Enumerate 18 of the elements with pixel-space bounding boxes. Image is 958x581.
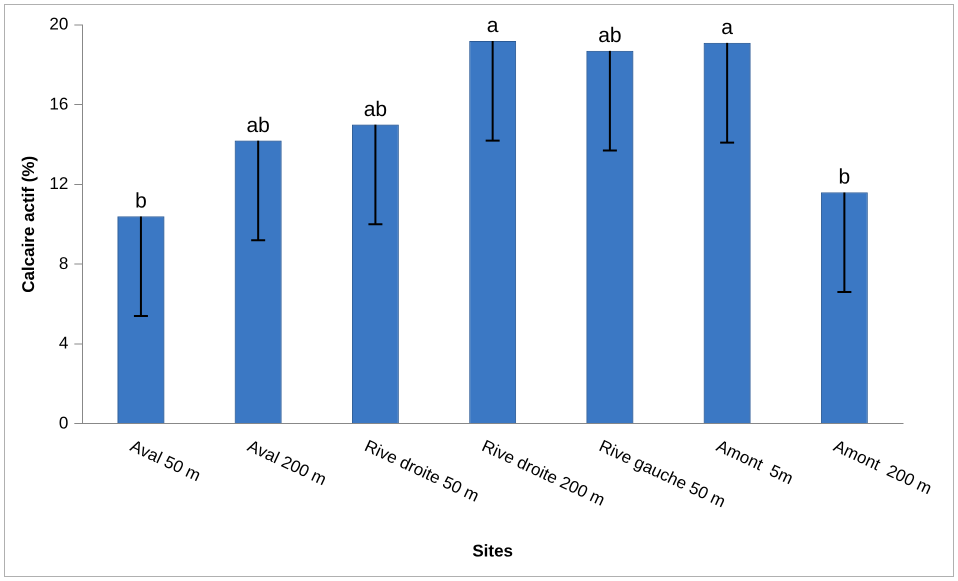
x-tick-label: Rive droite 50 m [362, 436, 482, 506]
annotation: ab [364, 98, 388, 121]
annotation: a [486, 14, 499, 38]
y-tick-label: 12 [49, 174, 68, 194]
annotation: b [838, 166, 850, 189]
y-axis-title: Calcaire actif (%) [18, 156, 38, 293]
annotation: a [721, 16, 734, 40]
y-tick-label: 8 [58, 254, 68, 273]
annotation: ab [598, 24, 622, 48]
y-tick-label: 20 [49, 14, 68, 34]
annotation: b [135, 190, 147, 213]
annotation: ab [246, 114, 270, 137]
x-tick-label: Aval 50 m [127, 436, 204, 486]
y-tick-label: 4 [58, 334, 68, 353]
y-tick-label: 0 [58, 413, 68, 432]
y-tick-label: 16 [49, 94, 68, 114]
x-axis-title: Sites [472, 541, 513, 560]
x-tick-label: Aval 200 m [244, 436, 330, 490]
